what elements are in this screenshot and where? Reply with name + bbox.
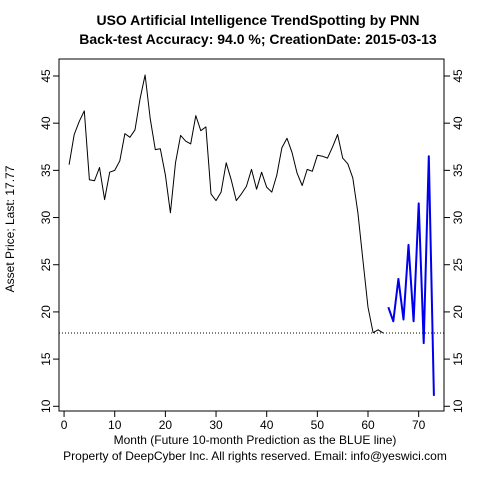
y-tick-label-right: 40 — [451, 116, 465, 130]
footer-text: Property of DeepCyber Inc. All rights re… — [63, 449, 447, 463]
x-tick-label: 60 — [361, 418, 375, 432]
y-tick-label-right: 45 — [451, 69, 465, 83]
y-tick-label-left: 45 — [39, 69, 53, 83]
history-series-line — [68, 74, 384, 334]
y-tick-label-right: 30 — [451, 211, 465, 225]
x-axis-label: Month (Future 10-month Prediction as the… — [114, 433, 397, 447]
x-tick-label: 70 — [412, 418, 426, 432]
y-tick-label-right: 35 — [451, 163, 465, 177]
y-tick-label-left: 35 — [39, 163, 53, 177]
y-tick-label-right: 25 — [451, 258, 465, 272]
plot-frame — [58, 58, 445, 412]
y-tick-label-left: 40 — [39, 116, 53, 130]
y-tick-label-left: 15 — [39, 352, 53, 366]
y-tick-label-left: 30 — [39, 211, 53, 225]
x-tick-label: 20 — [159, 418, 173, 432]
x-tick-label: 50 — [311, 418, 325, 432]
x-tick-label: 30 — [209, 418, 223, 432]
chart-title: USO Artificial Intelligence TrendSpottin… — [96, 12, 419, 28]
y-tick-label-left: 10 — [39, 399, 53, 413]
chart-subtitle: Back-test Accuracy: 94.0 %; CreationDate… — [79, 31, 437, 47]
y-tick-label-right: 15 — [451, 352, 465, 366]
series-layer — [68, 74, 435, 396]
y-tick-label-right: 20 — [451, 305, 465, 319]
axes: 0 10 20 30 40 50 60 70 10 10 15 15 20 20 25 25 30 30 35 35 4… — [39, 69, 465, 432]
x-tick-label: 0 — [61, 418, 68, 432]
y-tick-label-left: 25 — [39, 258, 53, 272]
x-tick-label: 40 — [260, 418, 274, 432]
y-tick-label-left: 20 — [39, 305, 53, 319]
prediction-series-line — [387, 155, 435, 396]
y-axis-label: Asset Price; Last: 17.77 — [3, 165, 17, 292]
x-tick-label: 10 — [108, 418, 122, 432]
y-tick-label-right: 10 — [451, 399, 465, 413]
